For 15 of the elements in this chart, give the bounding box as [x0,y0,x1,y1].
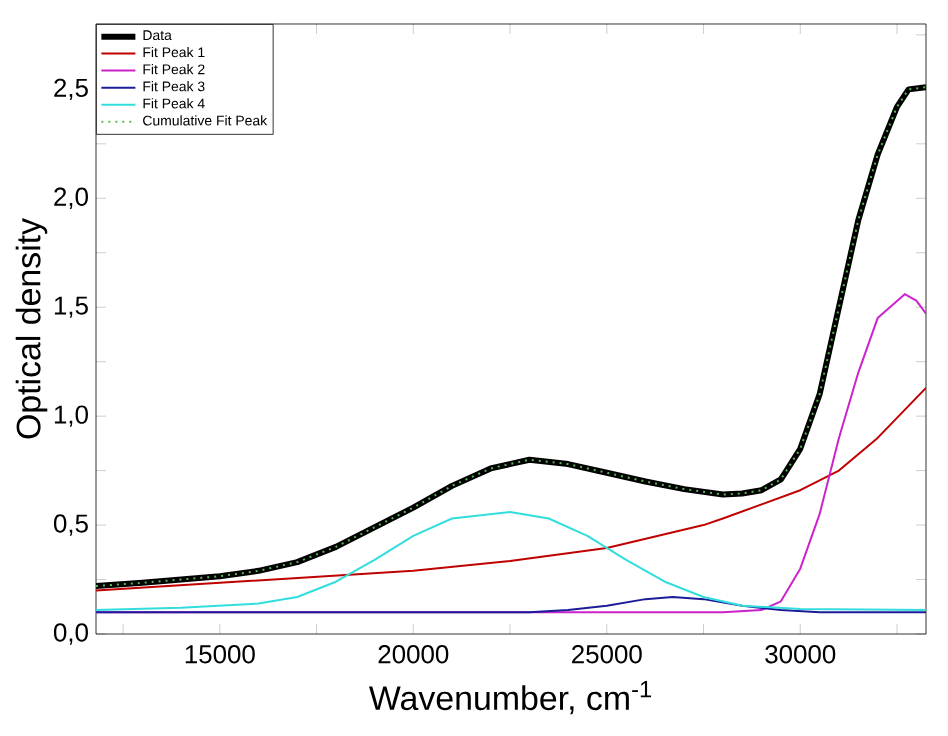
y-tick-label: 1,5 [54,296,88,318]
y-axis-title: Optical density [15,218,48,439]
line-series [96,595,927,614]
x-axis-title: Wavenumber, cm$^{-1}$ [368,681,652,715]
y-tick-label: 1,0 [54,405,88,427]
x-tick-label: 15000 [185,645,255,664]
line-series [96,386,927,592]
y-tick-label: 0,0 [53,623,88,645]
line-series [96,511,927,612]
y-tick-label: 2,0 [54,187,88,209]
x-tick-label: 20000 [378,645,449,664]
y-tick-label: 0,5 [53,514,88,536]
x-tick-label: 30000 [765,645,836,664]
x-tick-label: 25000 [572,645,642,664]
y-tick-label: 2,5 [54,78,88,101]
